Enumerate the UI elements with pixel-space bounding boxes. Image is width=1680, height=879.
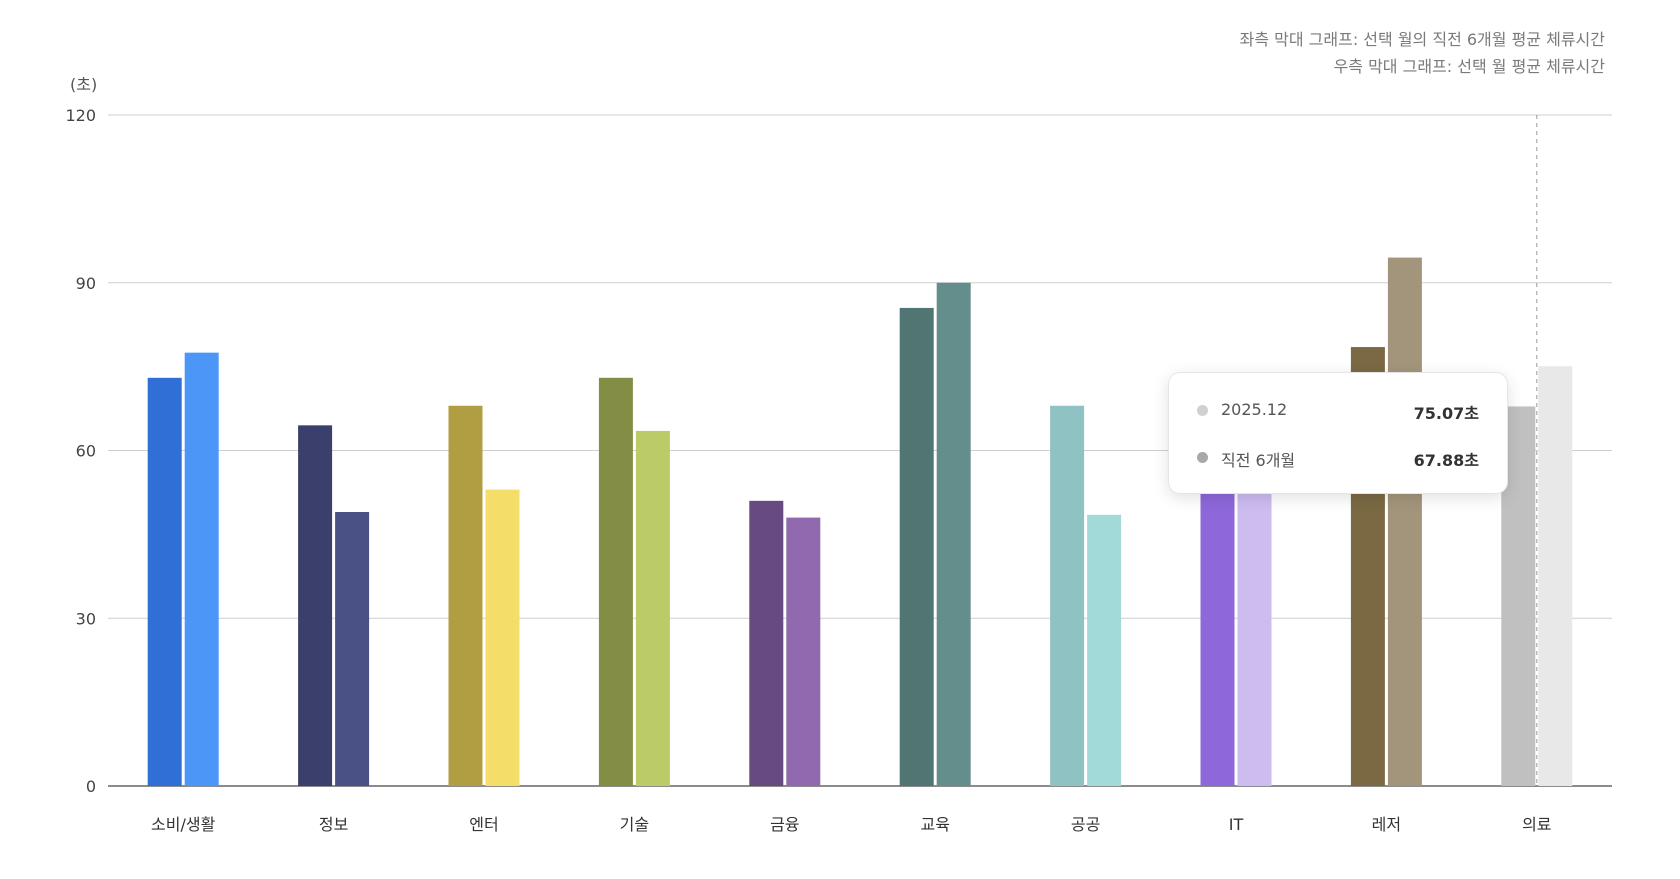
tooltip-label-current: 2025.12 [1221,400,1288,419]
bar-previous-6m-7 [1200,467,1235,786]
tooltip-dot-current [1197,405,1208,416]
x-tick-label: 금융 [770,815,799,834]
x-tick-label: 정보 [319,815,348,834]
y-tick-label: 60 [76,442,96,461]
bar-current-month-6 [1087,514,1122,786]
bar-current-month-1 [335,512,370,786]
bar-previous-6m-3 [598,377,633,786]
bar-previous-6m-5 [899,307,934,786]
tooltip-row-previous: 직전 6개월 67.88초 [1197,447,1479,470]
bar-current-month-3 [635,430,670,786]
y-tick-label: 120 [65,106,96,125]
x-tick-label: 공공 [1071,815,1100,834]
y-tick-label: 30 [76,609,96,628]
bar-current-month-9 [1538,366,1573,786]
tooltip-value-previous: 67.88초 [1413,451,1479,470]
bar-current-month-8 [1387,257,1422,786]
x-tick-label: 의료 [1522,815,1551,834]
chart-tooltip: 2025.12 75.07초 직전 6개월 67.88초 [1168,372,1508,494]
bar-current-month-0 [184,352,219,786]
tooltip-value-current: 75.07초 [1413,404,1479,423]
y-tick-label: 0 [86,777,96,796]
bar-current-month-2 [485,489,520,786]
bar-previous-6m-1 [298,425,333,786]
legend-note-right-bar: 우측 막대 그래프: 선택 월 평균 체류시간 [1333,57,1605,76]
x-tick-label: 소비/생활 [151,815,216,834]
bar-current-month-4 [786,517,821,786]
x-tick-label: IT [1229,815,1244,834]
bar-previous-6m-6 [1050,405,1085,786]
tooltip-label-previous: 직전 6개월 [1221,451,1296,470]
legend-note-left-bar: 좌측 막대 그래프: 선택 월의 직전 6개월 평균 체류시간 [1239,30,1605,49]
x-tick-label: 교육 [920,815,949,834]
tooltip-dot-previous [1197,452,1208,463]
tooltip-row-current: 2025.12 75.07초 [1197,400,1479,423]
bar-previous-6m-0 [147,377,182,786]
x-tick-label: 엔터 [469,815,498,834]
x-tick-label: 기술 [620,815,649,834]
x-tick-label: 레저 [1372,815,1401,834]
bar-current-month-5 [936,282,971,786]
bar-current-month-7 [1237,472,1272,786]
y-tick-label: 90 [76,274,96,293]
bar-previous-6m-2 [448,405,483,786]
bar-previous-6m-4 [749,500,784,786]
y-axis-unit-label: (초) [70,75,97,94]
